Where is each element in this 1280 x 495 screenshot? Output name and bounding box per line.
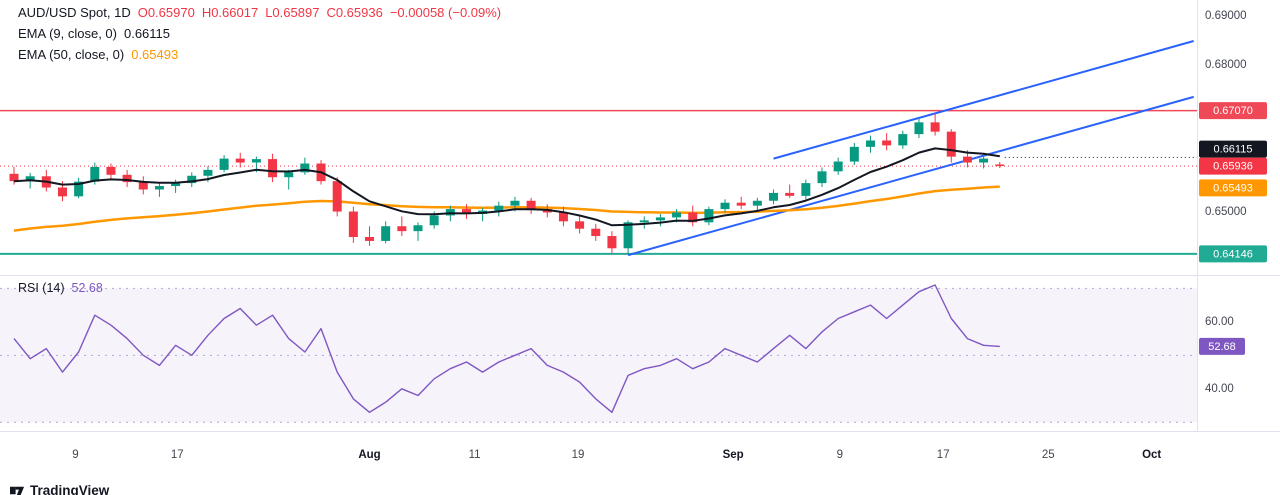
candle-body[interactable] <box>187 175 197 184</box>
candle-body[interactable] <box>461 209 471 214</box>
tradingview-logo[interactable]: TradingView <box>10 483 109 495</box>
candle-body[interactable] <box>575 221 585 229</box>
rsi-badge-label: 52.68 <box>1208 341 1236 353</box>
channel-lower-line[interactable] <box>627 95 1194 257</box>
candle-body[interactable] <box>623 222 633 249</box>
candle-body[interactable] <box>122 174 132 183</box>
candle-body[interactable] <box>558 212 568 222</box>
candle-body[interactable] <box>90 166 100 182</box>
candle-body[interactable] <box>9 173 19 182</box>
price-badge <box>1199 140 1267 158</box>
price-badge-label: 0.65936 <box>1213 161 1253 173</box>
candle-body[interactable] <box>769 192 779 201</box>
candle-body[interactable] <box>639 220 649 223</box>
candle-body[interactable] <box>591 228 601 237</box>
ema50-line[interactable] <box>13 185 1000 232</box>
candle-body[interactable] <box>154 186 164 190</box>
tradingview-wordmark: TradingView <box>30 483 110 495</box>
candle-body[interactable] <box>203 169 213 176</box>
candle-body[interactable] <box>429 215 439 226</box>
candle-body[interactable] <box>882 140 892 146</box>
candle-body[interactable] <box>898 134 908 146</box>
candle-body[interactable] <box>268 159 278 178</box>
candle-body[interactable] <box>736 202 746 206</box>
candle-body[interactable] <box>817 171 827 184</box>
candle-body[interactable] <box>284 172 294 178</box>
channel-upper-line[interactable] <box>773 40 1194 160</box>
candle-body[interactable] <box>219 158 229 170</box>
candle-body[interactable] <box>849 146 859 162</box>
candle-body[interactable] <box>106 166 116 175</box>
candle-body[interactable] <box>251 159 261 163</box>
price-axis-label: 0.68000 <box>1205 59 1247 71</box>
tradingview-glyph-icon <box>10 486 25 495</box>
candle-body[interactable] <box>672 212 682 218</box>
candle-body[interactable] <box>138 182 148 190</box>
price-axis-label: 0.65000 <box>1205 206 1247 218</box>
rsi-axis-label: 40.00 <box>1205 383 1234 395</box>
candle-body[interactable] <box>381 226 391 241</box>
time-axis-label: 11 <box>469 449 481 461</box>
time-axis-label: 19 <box>572 449 585 461</box>
candle-body[interactable] <box>57 187 67 197</box>
time-axis-label: 9 <box>72 449 78 461</box>
price-badge <box>1199 179 1267 197</box>
rsi-line[interactable] <box>13 284 1000 413</box>
candle-body[interactable] <box>865 140 875 147</box>
candle-body[interactable] <box>25 176 35 182</box>
rsi-band <box>0 288 1197 423</box>
price-badge <box>1199 245 1267 263</box>
candle-body[interactable] <box>833 161 843 172</box>
price-badge-label: 0.66115 <box>1214 144 1253 156</box>
candle-body[interactable] <box>348 211 358 238</box>
time-axis-label: 17 <box>171 449 184 461</box>
time-axis-label: 25 <box>1042 449 1055 461</box>
rsi-axis-label: 60.00 <box>1205 316 1234 328</box>
candle-body[interactable] <box>510 200 520 206</box>
time-axis-label: Sep <box>723 449 744 461</box>
price-badge <box>1199 157 1267 175</box>
candle-body[interactable] <box>74 181 84 197</box>
candle-body[interactable] <box>397 226 407 232</box>
candle-body[interactable] <box>655 217 665 221</box>
candle-body[interactable] <box>171 183 181 187</box>
price-badge-label: 0.65493 <box>1213 182 1253 194</box>
candle-body[interactable] <box>413 225 423 232</box>
candle-body[interactable] <box>445 209 455 216</box>
candle-body[interactable] <box>962 156 972 163</box>
time-axis-label: Aug <box>358 449 380 461</box>
candle-body[interactable] <box>300 163 310 173</box>
ema9-line[interactable] <box>13 147 1000 227</box>
candle-body[interactable] <box>235 158 245 163</box>
price-badge-label: 0.64146 <box>1213 248 1253 260</box>
candle-body[interactable] <box>946 131 956 157</box>
time-axis-label: 17 <box>937 449 950 461</box>
price-badge <box>1199 102 1267 120</box>
candle-body[interactable] <box>979 158 989 163</box>
candle-body[interactable] <box>914 122 924 135</box>
rsi-badge <box>1199 337 1245 355</box>
candle-body[interactable] <box>995 164 1005 166</box>
candle-body[interactable] <box>332 181 342 212</box>
price-badge-label: 0.67070 <box>1213 105 1253 117</box>
candle-body[interactable] <box>526 200 536 210</box>
candle-body[interactable] <box>704 209 714 223</box>
candle-body[interactable] <box>801 183 811 196</box>
candle-body[interactable] <box>720 202 730 210</box>
candle-body[interactable] <box>607 236 617 249</box>
candle-body[interactable] <box>494 205 504 211</box>
candle-body[interactable] <box>365 237 375 241</box>
time-axis-label: 9 <box>837 449 843 461</box>
candle-body[interactable] <box>752 200 762 206</box>
candle-body[interactable] <box>688 212 698 223</box>
time-axis-label: Oct <box>1142 449 1161 461</box>
candle-body[interactable] <box>930 122 940 132</box>
candle-body[interactable] <box>785 192 795 196</box>
price-axis-label: 0.69000 <box>1205 10 1247 22</box>
